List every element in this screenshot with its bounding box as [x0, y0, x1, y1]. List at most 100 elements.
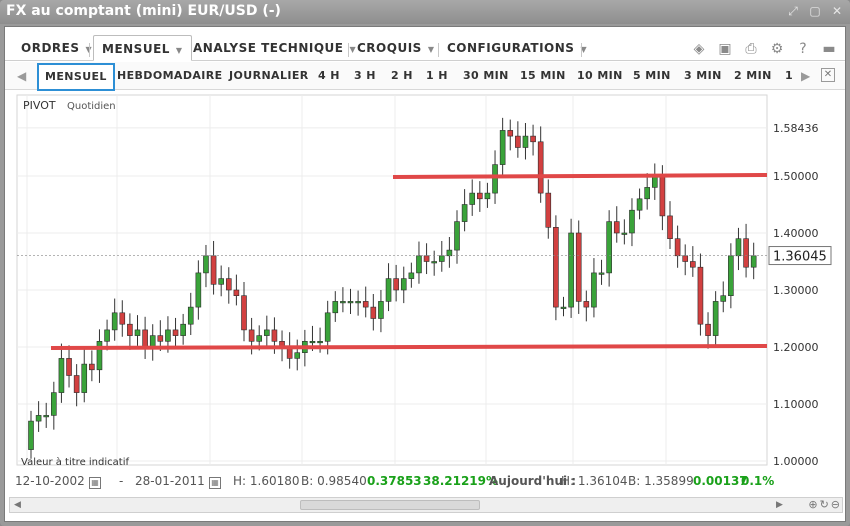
- timeframe-30-min[interactable]: 30 MIN: [463, 69, 509, 82]
- chevron-down-icon: ▼: [175, 46, 183, 55]
- title-bar[interactable]: FX au comptant (mini) EUR/USD (-) ⤢ ▢ ✕: [0, 0, 850, 24]
- menu-bar: ORDRES ▼ MENSUEL ▼ ANALYSE TECHNIQUE ▼ CROQ…: [5, 31, 845, 61]
- y-tick-label: 1.00000: [773, 455, 819, 468]
- menu-label: MENSUEL: [102, 42, 170, 56]
- menu-configurations[interactable]: CONFIGURATIONS ▼: [439, 35, 595, 61]
- candle: [667, 201, 673, 249]
- toolbar-icons: ◈ ▣ ⎙ ⚙ ? ▬: [691, 41, 837, 57]
- candle: [81, 348, 88, 403]
- menu-label: CONFIGURATIONS: [447, 41, 575, 55]
- candle: [408, 262, 415, 288]
- gear-icon[interactable]: ⚙: [770, 41, 784, 57]
- timeframe-journalier[interactable]: JOURNALIER: [229, 69, 309, 82]
- menu-separator: [438, 43, 439, 57]
- support-line[interactable]: [50, 344, 768, 350]
- candle: [28, 410, 34, 459]
- candle: [340, 287, 346, 313]
- menu-monthly[interactable]: MENSUEL ▼: [93, 35, 192, 61]
- scroll-right-icon[interactable]: ▶: [776, 500, 783, 510]
- menu-sketches[interactable]: CROQUIS ▼: [349, 35, 442, 61]
- candle: [591, 258, 597, 318]
- candle: [362, 286, 369, 318]
- menu-label: ORDRES: [21, 41, 80, 55]
- candle: [370, 293, 377, 331]
- close-icon[interactable]: ✕: [831, 4, 843, 18]
- timeframe-1-h[interactable]: 1 H: [426, 69, 448, 82]
- timeframe-4-h[interactable]: 4 H: [318, 69, 340, 82]
- timeframe-15-min[interactable]: 15 MIN: [520, 69, 566, 82]
- candle: [58, 343, 65, 403]
- timeframe-3-h[interactable]: 3 H: [354, 69, 376, 82]
- candle: [35, 401, 42, 432]
- timeframe-3-min[interactable]: 3 MIN: [684, 69, 722, 82]
- timeframe-5-min[interactable]: 5 MIN: [633, 69, 671, 82]
- candle: [400, 266, 407, 304]
- candle: [560, 296, 567, 317]
- maximize-icon[interactable]: ▢: [809, 4, 821, 18]
- zoom-out-icon[interactable]: ⊖: [830, 498, 840, 511]
- candle: [690, 246, 696, 277]
- candle: [575, 220, 582, 314]
- candle: [393, 264, 399, 302]
- menu-technical-analysis[interactable]: ANALYSE TECHNIQUE ▼: [185, 35, 364, 61]
- candle: [347, 288, 354, 314]
- refresh-icon[interactable]: ↻: [819, 498, 829, 511]
- timeframe-2-h[interactable]: 2 H: [391, 69, 413, 82]
- date-to[interactable]: 28-01-2011: [135, 474, 205, 488]
- today-change-pct: 0.1%: [741, 474, 775, 488]
- chart-panel: ORDRES ▼ MENSUEL ▼ ANALYSE TECHNIQUE ▼ CROQ…: [4, 26, 846, 522]
- candle: [385, 263, 392, 312]
- arrow-right-icon[interactable]: ▶: [801, 69, 811, 83]
- candle: [636, 188, 643, 220]
- current-price-label: 1.36045: [773, 250, 827, 265]
- candle: [705, 312, 711, 349]
- chat-icon[interactable]: ▬: [822, 41, 836, 57]
- candle: [104, 319, 110, 351]
- resistance-line[interactable]: [392, 173, 768, 179]
- candle: [241, 282, 247, 342]
- candle: [629, 198, 635, 247]
- image-icon[interactable]: ▣: [718, 41, 732, 57]
- y-tick-label: 1.30000: [773, 284, 819, 297]
- timeframe-10-min[interactable]: 10 MIN: [577, 69, 623, 82]
- arrow-left-icon[interactable]: ◀: [17, 69, 27, 83]
- menu-separator: [581, 43, 582, 57]
- period-change-pct: 38.21219%: [423, 474, 499, 488]
- close-icon[interactable]: ✕: [821, 68, 835, 82]
- zoom-in-icon[interactable]: ⊕: [808, 498, 818, 511]
- menu-orders[interactable]: ORDRES ▼: [13, 35, 100, 61]
- layers-icon[interactable]: ◈: [693, 41, 705, 57]
- date-from[interactable]: 12-10-2002: [15, 474, 85, 488]
- today-low: B: 1.35899: [628, 474, 694, 488]
- pivot-label[interactable]: PIVOT: [23, 99, 56, 112]
- timeframe-mensuel[interactable]: MENSUEL: [37, 63, 115, 91]
- today-change: 0.00137: [693, 474, 748, 488]
- pivot-mode[interactable]: Quotidien: [67, 101, 116, 112]
- period-low: B: 0.98540: [301, 474, 367, 488]
- timeframe-hebdomadaire[interactable]: HEBDOMADAIRE: [117, 69, 223, 82]
- candle: [454, 210, 460, 264]
- candle: [522, 122, 529, 160]
- candle: [469, 179, 476, 216]
- price-chart[interactable]: 200320042005200620072008200920101.584361…: [5, 91, 845, 486]
- candle: [461, 189, 468, 232]
- candle: [553, 215, 559, 321]
- timeframe-1[interactable]: 1: [785, 69, 794, 82]
- y-tick-label: 1.20000: [773, 341, 819, 354]
- scroll-thumb[interactable]: [300, 500, 480, 510]
- candle: [477, 181, 483, 212]
- chart-scrollbar[interactable]: ◀ ▶ ⊕ ↻ ⊖: [9, 497, 843, 513]
- expand-icon[interactable]: ⤢: [788, 4, 798, 18]
- candle: [89, 350, 95, 382]
- chart-svg[interactable]: 200320042005200620072008200920101.584361…: [5, 91, 845, 486]
- candle: [187, 292, 194, 336]
- print-icon[interactable]: ⎙: [745, 41, 757, 57]
- help-icon[interactable]: ?: [799, 41, 807, 57]
- candle: [180, 313, 186, 345]
- today-label: Aujourd'hui :: [489, 474, 577, 488]
- candle: [613, 206, 620, 243]
- chevron-down-icon: ▼: [427, 45, 435, 54]
- scroll-left-icon[interactable]: ◀: [14, 500, 21, 510]
- timeframe-2-min[interactable]: 2 MIN: [734, 69, 772, 82]
